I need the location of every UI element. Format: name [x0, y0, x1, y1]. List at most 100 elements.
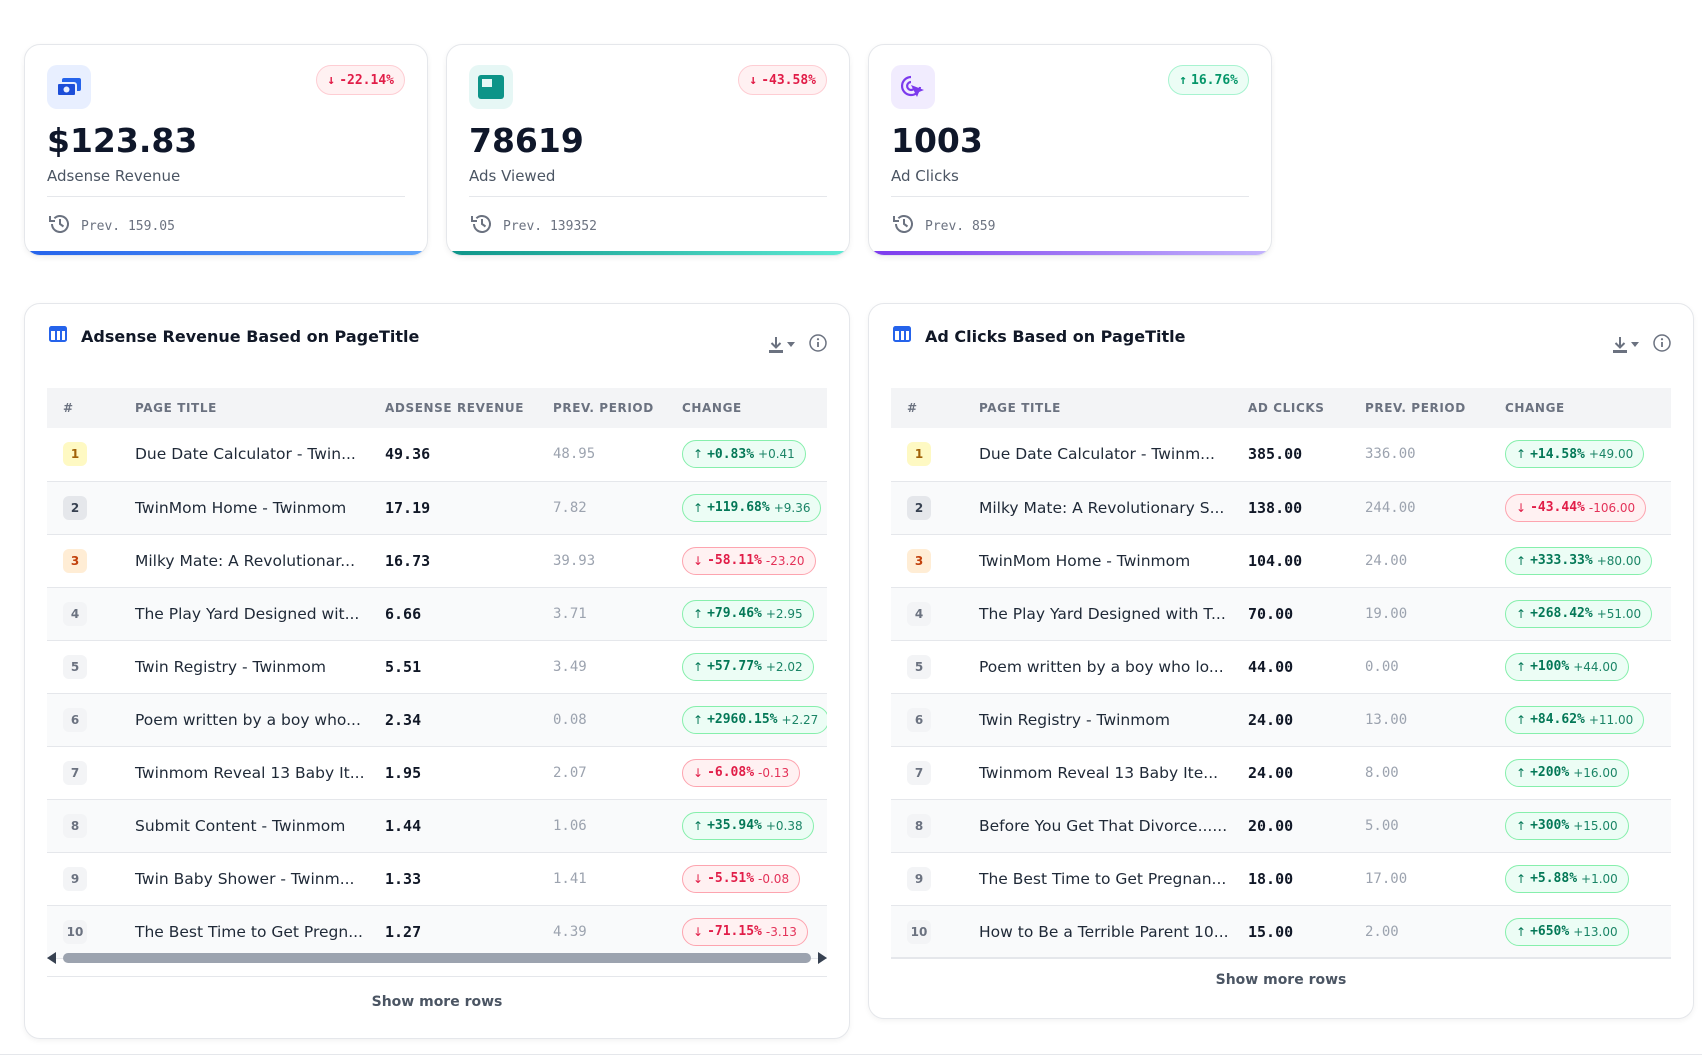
column-header[interactable]: AD CLICKS [1232, 388, 1349, 428]
arrow-up-icon: ↑ [1516, 712, 1527, 727]
table-row[interactable]: 7 Twinmom Reveal 13 Baby Ite... 24.00 8.00 ↑… [891, 746, 1671, 800]
table-row[interactable]: 4 The Play Yard Designed with T... 70.00 19… [891, 587, 1671, 641]
column-header[interactable]: PREV. PERIOD [1349, 388, 1489, 428]
revenue-table: # PAGE TITLE ADSENSE REVENUE PREV. PERIO… [47, 388, 827, 959]
arrow-up-icon: ↑ [1516, 871, 1527, 886]
change-badge: ↑ +84.62% +11.00 [1505, 705, 1645, 734]
table-row[interactable]: 9 The Best Time to Get Pregnan... 18.00 17.… [891, 852, 1671, 906]
change-absolute: +0.41 [758, 447, 795, 462]
page-title-cell[interactable]: Submit Content - Twinmom [119, 799, 369, 853]
panel-title: Ad Clicks Based on PageTitle [925, 326, 1186, 346]
table-row[interactable]: 6 Poem written by a boy who... 2.34 0.08 ↑ +2… [47, 693, 827, 747]
column-header[interactable]: CHANGE [666, 388, 827, 428]
column-header[interactable]: PAGE TITLE [963, 388, 1232, 428]
column-header[interactable]: # [891, 388, 963, 428]
download-button[interactable] [1612, 336, 1639, 354]
table-row[interactable]: 9 Twin Baby Shower - Twinm... 1.33 1.41 ↓ -5.… [47, 852, 827, 906]
rank-badge: 8 [907, 813, 931, 838]
table-row[interactable]: 2 TwinMom Home - Twinmom 17.19 7.82 ↑ +119.68… [47, 481, 827, 535]
page-title-cell[interactable]: TwinMom Home - Twinmom [963, 534, 1232, 588]
rank-badge: 3 [907, 548, 931, 573]
column-header[interactable]: PAGE TITLE [119, 388, 369, 428]
page-title-cell[interactable]: Due Date Calculator - Twin... [119, 428, 369, 482]
prev-period-cell: 19.00 [1349, 587, 1489, 641]
table-row[interactable]: 5 Poem written by a boy who lo... 44.00 0.0… [891, 640, 1671, 694]
table-row[interactable]: 6 Twin Registry - Twinmom 24.00 13.00 ↑ +84.6… [891, 693, 1671, 747]
change-badge: ↑ +100% +44.00 [1505, 652, 1629, 681]
table-row[interactable]: 8 Before You Get That Divorce...... 20.00 5… [891, 799, 1671, 853]
change-absolute: +13.00 [1573, 924, 1618, 939]
value-cell: 1.33 [369, 852, 537, 906]
value-cell: 138.00 [1232, 481, 1349, 535]
show-more-rows-button[interactable]: Show more rows [371, 994, 503, 1010]
change-badge: ↑ +35.94% +0.38 [682, 811, 814, 840]
table-row[interactable]: 7 Twinmom Reveal 13 Baby It... 1.95 2.07 ↓ -6… [47, 746, 827, 800]
table-row[interactable]: 2 Milky Mate: A Revolutionary S... 138.00 2… [891, 481, 1671, 535]
page-title-cell[interactable]: The Best Time to Get Pregn... [119, 905, 369, 959]
page-title-cell[interactable]: Twinmom Reveal 13 Baby Ite... [963, 746, 1232, 800]
change-percent: +79.46% [707, 606, 762, 621]
column-header[interactable]: PREV. PERIOD [537, 388, 666, 428]
value-cell: 70.00 [1232, 587, 1349, 641]
info-icon[interactable] [1653, 334, 1671, 356]
page-title-cell[interactable]: Twinmom Reveal 13 Baby It... [119, 746, 369, 800]
change-absolute: -0.08 [758, 871, 790, 886]
download-button[interactable] [768, 336, 795, 354]
value-cell: 1.44 [369, 799, 537, 853]
page-title-cell[interactable]: Twin Baby Shower - Twinm... [119, 852, 369, 906]
page-title-cell[interactable]: Milky Mate: A Revolutionary S... [963, 481, 1232, 535]
arrow-down-icon: ↓ [327, 72, 336, 88]
page-title-cell[interactable]: TwinMom Home - Twinmom [119, 481, 369, 535]
change-percent: -71.15% [707, 924, 762, 939]
column-header[interactable]: # [47, 388, 119, 428]
scrollbar-thumb[interactable] [63, 953, 811, 963]
page-title-cell[interactable]: How to Be a Terrible Parent 10... [963, 905, 1232, 959]
prev-period-cell: 8.00 [1349, 746, 1489, 800]
page-title-cell[interactable]: The Best Time to Get Pregnan... [963, 852, 1232, 906]
value-cell: 16.73 [369, 534, 537, 588]
horizontal-scrollbar[interactable] [47, 949, 827, 967]
table-row[interactable]: 4 The Play Yard Designed wit... 6.66 3.71 ↑ +… [47, 587, 827, 641]
page-title-cell[interactable]: Due Date Calculator - Twinm... [963, 428, 1232, 482]
page-title-cell[interactable]: Poem written by a boy who lo... [963, 640, 1232, 694]
page-title-cell[interactable]: The Play Yard Designed wit... [119, 587, 369, 641]
arrow-up-icon: ↑ [1516, 924, 1527, 939]
value-cell: 49.36 [369, 428, 537, 482]
column-header[interactable]: CHANGE [1489, 388, 1671, 428]
rank-badge: 4 [907, 601, 931, 626]
prev-period-cell: 17.00 [1349, 852, 1489, 906]
prev-period-cell: 1.06 [537, 799, 666, 853]
show-more-rows-button[interactable]: Show more rows [1215, 972, 1347, 988]
page-title-cell[interactable]: Twin Registry - Twinmom [963, 693, 1232, 747]
table-row[interactable]: 8 Submit Content - Twinmom 1.44 1.06 ↑ +35.94… [47, 799, 827, 853]
page-title-cell[interactable]: Twin Registry - Twinmom [119, 640, 369, 694]
change-badge: ↑ +300% +15.00 [1505, 811, 1629, 840]
prev-period-cell: 13.00 [1349, 693, 1489, 747]
rank-badge: 6 [63, 707, 87, 732]
change-badge: ↑ +119.68% +9.36 [682, 493, 822, 522]
table-row[interactable]: 10 How to Be a Terrible Parent 10... 15.00… [891, 905, 1671, 959]
prev-period-cell: 7.82 [537, 481, 666, 535]
scroll-right-icon[interactable] [817, 952, 827, 964]
table-row[interactable]: 1 Due Date Calculator - Twin... 49.36 48.95… [47, 428, 827, 482]
change-absolute: -106.00 [1588, 500, 1636, 515]
table-row[interactable]: 10 The Best Time to Get Pregn... 1.27 4.39 ↓… [47, 905, 827, 959]
chevron-down-icon [1631, 342, 1639, 347]
value-cell: 2.34 [369, 693, 537, 747]
info-icon[interactable] [809, 334, 827, 356]
page-title-cell[interactable]: Milky Mate: A Revolutionar... [119, 534, 369, 588]
table-row[interactable]: 3 TwinMom Home - Twinmom 104.00 24.00 ↑ +333.… [891, 534, 1671, 588]
page-title-cell[interactable]: Poem written by a boy who... [119, 693, 369, 747]
table-row[interactable]: 1 Due Date Calculator - Twinm... 385.00 336… [891, 428, 1671, 482]
table-row[interactable]: 3 Milky Mate: A Revolutionar... 16.73 39.93… [47, 534, 827, 588]
scroll-left-icon[interactable] [47, 952, 57, 964]
value-cell: 24.00 [1232, 693, 1349, 747]
divider [47, 976, 827, 977]
change-absolute: +49.00 [1588, 447, 1634, 462]
kpi-value: 78619 [469, 121, 584, 160]
table-row[interactable]: 5 Twin Registry - Twinmom 5.51 3.49 ↑ +57.77%… [47, 640, 827, 694]
column-header[interactable]: ADSENSE REVENUE [369, 388, 537, 428]
change-percent: -43.44% [1530, 500, 1585, 515]
page-title-cell[interactable]: The Play Yard Designed with T... [963, 587, 1232, 641]
page-title-cell[interactable]: Before You Get That Divorce...... [963, 799, 1232, 853]
